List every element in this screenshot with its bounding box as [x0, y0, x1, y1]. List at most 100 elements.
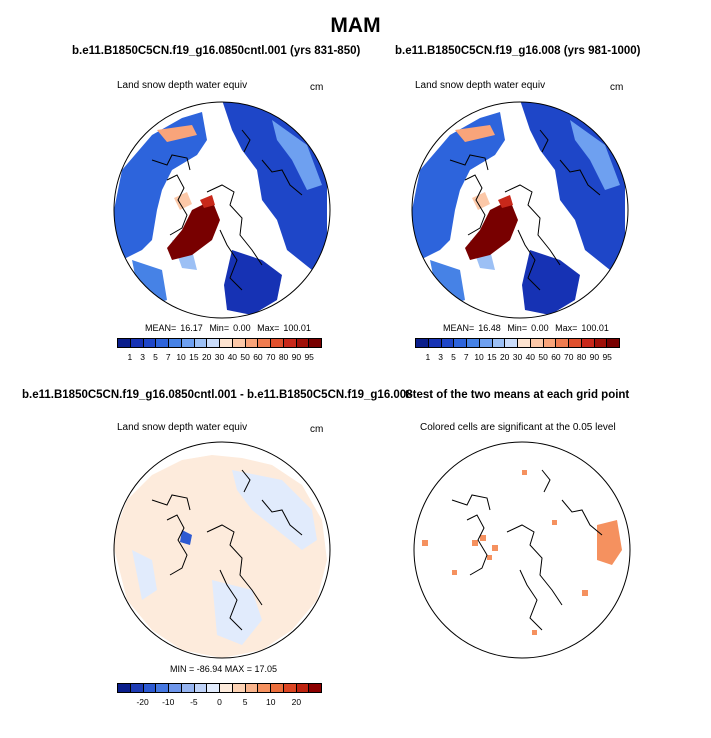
panel1-coastline	[151, 129, 303, 291]
panel1-title: b.e11.B1850C5CN.f19_g16.0850cntl.001 (yr…	[72, 45, 361, 57]
panel3-colorbar-tick-label: -10	[162, 697, 175, 707]
panel1-colorbar-tick-label: 15	[189, 352, 199, 362]
panel1-colorbar-swatch	[245, 339, 259, 347]
panel2-colorbar-tick-label: 15	[487, 352, 497, 362]
panel3-colorbar-swatch	[156, 684, 169, 692]
panel1-colorbar-swatch	[207, 339, 220, 347]
panel1-colorbar-swatch	[143, 339, 157, 347]
panel3-colorbar-swatch	[232, 684, 246, 692]
panel2-title: b.e11.B1850C5CN.f19_g16.008 (yrs 981-100…	[395, 45, 641, 57]
panel1-colorbar-swatch	[156, 339, 169, 347]
panel2-stats: MEAN= 16.48 Min= 0.00 Max= 100.01	[443, 323, 609, 333]
panel3-stats: MIN = -86.94 MAX = 17.05	[170, 664, 278, 674]
panel1-colorbar-swatch	[258, 339, 271, 347]
panel2-colorbar-swatch	[594, 339, 608, 347]
panel1-colorbar-swatch	[169, 339, 182, 347]
panel1-colorbar-swatch	[271, 339, 284, 347]
panel3-colorbar-swatch	[309, 684, 321, 692]
panel1-colorbar-swatch	[296, 339, 310, 347]
panel1-colorbar-swatch	[130, 339, 144, 347]
panel3-colorbar-tick-label: -5	[190, 697, 198, 707]
panel1-colorbar-tick-label: 90	[291, 352, 302, 362]
panel3-colorbar-tick-label: 10	[266, 697, 276, 707]
panel2-colorbar-ticks: 1 3 5 7 10 15 20 30 40 50 60 70 80 90 95	[415, 352, 620, 364]
panel2-colorbar-tick-label: 1	[425, 352, 431, 362]
panel1-colorbar-tick-label: 50	[240, 352, 250, 362]
panel3-colorbar-swatch	[271, 684, 284, 692]
panel3-colorbar-tick-label: 5	[242, 697, 248, 707]
panel2-colorbar-tick-label: 30	[512, 352, 523, 362]
panel3-colorbar-swatch	[296, 684, 310, 692]
panel3-colorbar-swatch	[194, 684, 208, 692]
panel1-colorbar-tick-label: 7	[165, 352, 171, 362]
panel2-colorbar-tick-label: 60	[551, 352, 561, 362]
panel4-title: t-test of the two means at each grid poi…	[405, 389, 630, 401]
panel1-colorbar-tick-label: 10	[176, 352, 186, 362]
panel2-greenland	[465, 200, 518, 260]
panel1-colorbar-swatch	[118, 339, 131, 347]
panel3-title: b.e11.B1850C5CN.f19_g16.0850cntl.001 - b…	[22, 389, 413, 401]
panel3-colorbar-swatch	[118, 684, 131, 692]
panel2-colorbar-tick-label: 50	[538, 352, 548, 362]
panel3-colorbar-tick-label: 20	[291, 697, 302, 707]
panel2-colorbar-tick-label: 20	[499, 352, 510, 362]
panel2-colorbar-swatch	[467, 339, 480, 347]
panel1-colorbar-tick-label: 30	[214, 352, 225, 362]
panel2-map	[411, 101, 629, 319]
panel1-colorbar-swatch	[220, 339, 233, 347]
panel2-colorbar-swatch	[441, 339, 455, 347]
panel3-colorbar-swatch	[245, 684, 259, 692]
panel2-colorbar-tick-label: 40	[525, 352, 536, 362]
panel3-unit: cm	[310, 424, 324, 435]
panel1-stats: MEAN= 16.17 Min= 0.00 Max= 100.01	[145, 323, 311, 333]
panel3-colorbar-swatch	[143, 684, 157, 692]
panel1-colorbar-tick-label: 95	[304, 352, 314, 362]
panel3-colorbar-ticks: -20 -10 -5 0 5 10 20	[117, 697, 322, 709]
panel1-colorbar-tick-label: 3	[140, 352, 145, 362]
panel1-snow-eurasia	[114, 112, 207, 260]
panel1-colorbar-swatch	[181, 339, 195, 347]
panel1-map	[113, 101, 331, 319]
panel2-colorbar-swatch	[556, 339, 569, 347]
panel2-subtitle: Land snow depth water equiv	[415, 80, 546, 91]
panel2-colorbar-swatch	[479, 339, 493, 347]
panel1-subtitle: Land snow depth water equiv	[117, 80, 248, 91]
panel2-colorbar-tick-label: 95	[602, 352, 612, 362]
panel2-colorbar-swatch	[505, 339, 518, 347]
panel1-unit: cm	[310, 82, 324, 93]
panel3-colorbar-swatch	[220, 684, 233, 692]
panel4-significant-region	[597, 520, 622, 565]
panel1-greenland	[167, 200, 220, 260]
figure-title: MAM	[330, 14, 381, 37]
panel1-colorbar-swatch	[283, 339, 297, 347]
panel1-colorbar-tick-label: 70	[266, 352, 276, 362]
panel3-colorbar	[117, 683, 322, 693]
panel2-colorbar-swatch	[454, 339, 467, 347]
panel2-colorbar-tick-label: 7	[463, 352, 469, 362]
panel1-colorbar-tick-label: 20	[201, 352, 212, 362]
panel3-colorbar-swatch	[169, 684, 182, 692]
panel2-colorbar	[415, 338, 620, 348]
panel3-colorbar-swatch	[207, 684, 220, 692]
panel3-subtitle: Land snow depth water equiv	[117, 422, 248, 433]
panel2-colorbar-swatch	[530, 339, 544, 347]
panel2-colorbar-tick-label: 5	[451, 352, 456, 362]
panel2-colorbar-tick-label: 80	[576, 352, 587, 362]
panel1-colorbar	[117, 338, 322, 348]
panel1-colorbar-swatch	[309, 339, 321, 347]
panel2-unit: cm	[610, 82, 624, 93]
panel3-colorbar-tick-label: 0	[217, 697, 222, 707]
panel2-colorbar-swatch	[607, 339, 619, 347]
panel1-colorbar-tick-label: 40	[227, 352, 238, 362]
panel4-map	[413, 441, 631, 659]
panel2-colorbar-tick-label: 90	[589, 352, 600, 362]
panel1-snow-northamerica	[224, 250, 282, 315]
panel1-colorbar-tick-label: 80	[278, 352, 289, 362]
panel2-colorbar-swatch	[518, 339, 531, 347]
panel2-colorbar-swatch	[416, 339, 429, 347]
panel2-colorbar-swatch	[569, 339, 582, 347]
panel1-colorbar-tick-label: 1	[127, 352, 133, 362]
panel4-subtitle: Colored cells are significant at the 0.0…	[420, 422, 616, 433]
panel1-colorbar-swatch	[194, 339, 208, 347]
panel2-colorbar-swatch	[492, 339, 506, 347]
